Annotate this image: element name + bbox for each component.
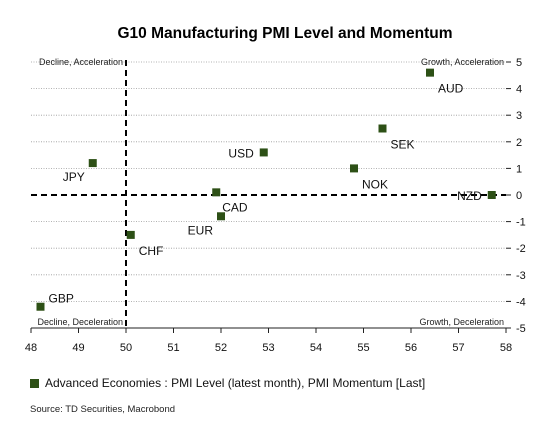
x-tick-label: 55 (357, 342, 369, 354)
point-marker-aud (426, 68, 434, 77)
quadrant-dividers (31, 60, 506, 328)
point-label-chf: CHF (139, 244, 164, 258)
point-label-sek: SEK (391, 138, 415, 152)
point-label-cad: CAD (222, 200, 248, 214)
quadrant-label-top-left: Decline, Acceleration (39, 57, 123, 67)
point-marker-nzd (487, 191, 496, 199)
y-tick-label: -5 (516, 323, 526, 335)
x-tick-label: 51 (167, 342, 179, 354)
legend-swatch (30, 378, 39, 388)
quadrant-labels: Decline, Acceleration Growth, Acceleratio… (37, 57, 504, 327)
y-tick-label: 4 (516, 84, 522, 96)
source-note: Source: TD Securities, Macrobond (30, 404, 176, 415)
legend: Advanced Economies : PMI Level (latest m… (30, 376, 425, 390)
y-tick-label: 3 (516, 110, 522, 122)
chart: G10 Manufacturing PMI Level and Momentum… (25, 25, 526, 354)
point-label-nzd: NZD (457, 189, 482, 203)
x-tick-label: 53 (262, 342, 274, 354)
point-label-jpy: JPY (63, 170, 85, 184)
y-tick-label: 1 (516, 163, 522, 175)
x-tick-label: 57 (452, 342, 464, 354)
point-label-eur: EUR (188, 223, 214, 237)
y-tick-label: -4 (516, 296, 526, 308)
point-label-usd: USD (228, 146, 254, 160)
x-tick-label: 50 (120, 342, 132, 354)
x-tick-label: 54 (310, 342, 322, 354)
point-marker-sek (378, 124, 387, 133)
x-axis: 48 49 50 51 52 53 54 55 56 57 58 (25, 327, 512, 354)
y-tick-label: 0 (516, 190, 522, 202)
legend-label: Advanced Economies : PMI Level (latest m… (45, 376, 426, 390)
data-points: AUD SEK USD NOK JPY CAD NZD EUR CHF GBP (36, 68, 496, 311)
point-marker-gbp (36, 302, 45, 311)
y-tick-label: -2 (516, 243, 526, 255)
point-marker-usd (259, 148, 268, 157)
point-marker-jpy (88, 159, 97, 168)
quadrant-label-bottom-left: Decline, Deceleration (37, 317, 123, 327)
x-tick-label: 56 (405, 342, 417, 354)
y-tick-label: -1 (516, 217, 526, 229)
quadrant-label-bottom-right: Growth, Deceleration (419, 317, 504, 327)
point-label-gbp: GBP (49, 292, 74, 306)
point-marker-chf (126, 230, 135, 239)
x-tick-label: 52 (215, 342, 227, 354)
y-axis: 5 4 3 2 1 0 -1 -2 -3 -4 -5 (506, 57, 526, 335)
x-tick-label: 49 (72, 342, 84, 354)
y-tick-label: 5 (516, 57, 522, 69)
point-marker-eur (217, 212, 225, 221)
y-tick-label: -3 (516, 270, 526, 282)
x-tick-label: 58 (500, 342, 512, 354)
point-marker-nok (350, 164, 358, 173)
y-tick-label: 2 (516, 137, 522, 149)
chart-title: G10 Manufacturing PMI Level and Momentum (117, 25, 452, 42)
point-label-nok: NOK (362, 177, 388, 191)
quadrant-label-top-right: Growth, Acceleration (421, 57, 504, 67)
point-marker-cad (212, 188, 221, 197)
x-tick-label: 48 (25, 342, 37, 354)
point-label-aud: AUD (438, 82, 464, 96)
